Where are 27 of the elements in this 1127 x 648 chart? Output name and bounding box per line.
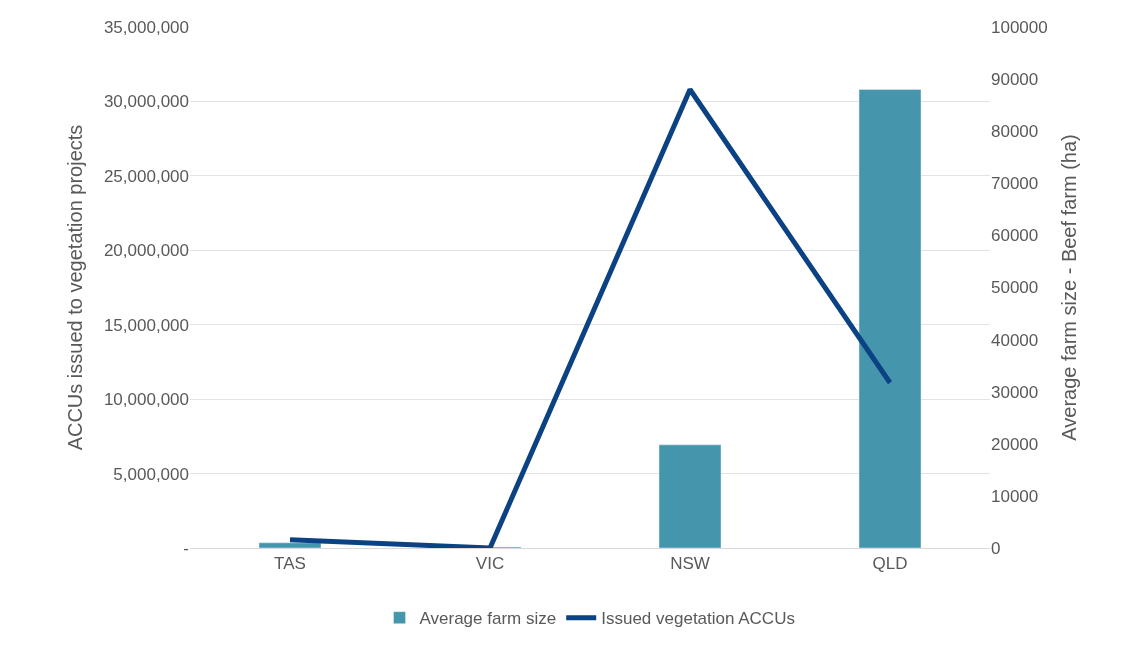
y-tick-label: 30,000,000 bbox=[103, 92, 189, 112]
y2-tick-label: 50000 bbox=[991, 278, 1039, 298]
y-tick-label: - bbox=[183, 538, 189, 558]
y2-tick-label: 10000 bbox=[991, 486, 1039, 506]
y-tick-label: 15,000,000 bbox=[103, 315, 189, 335]
legend-label: Issued vegetation ACCUs bbox=[601, 609, 795, 629]
x-tick-label: TAS bbox=[274, 554, 306, 574]
y2-tick-label: 100000 bbox=[991, 17, 1048, 37]
y2-tick-label: 40000 bbox=[991, 330, 1039, 350]
y-tick-label: 10,000,000 bbox=[103, 390, 189, 410]
y2-tick-label: 20000 bbox=[991, 434, 1039, 454]
y2-axis-title: Average farm size - Beef farm (ha) bbox=[1058, 134, 1081, 441]
y2-tick-label: 30000 bbox=[991, 382, 1039, 402]
x-tick-label: QLD bbox=[872, 554, 908, 574]
y2-tick-label: 70000 bbox=[991, 174, 1039, 194]
y2-tick-label: 60000 bbox=[991, 226, 1039, 246]
y-tick-label: 20,000,000 bbox=[103, 241, 189, 261]
y-tick-label: 5,000,000 bbox=[113, 464, 189, 484]
y-axis-title: ACCUs issued to vegetation projects bbox=[64, 124, 87, 451]
y-tick-label: 35,000,000 bbox=[103, 17, 189, 37]
legend-label: Average farm size bbox=[419, 609, 557, 629]
y-tick-label: 25,000,000 bbox=[103, 166, 189, 186]
x-tick-label: NSW bbox=[670, 554, 710, 574]
y2-tick-label: 0 bbox=[991, 538, 1001, 558]
y2-tick-label: 80000 bbox=[991, 122, 1039, 142]
x-tick-label: VIC bbox=[475, 554, 505, 574]
y2-tick-label: 90000 bbox=[991, 70, 1039, 90]
